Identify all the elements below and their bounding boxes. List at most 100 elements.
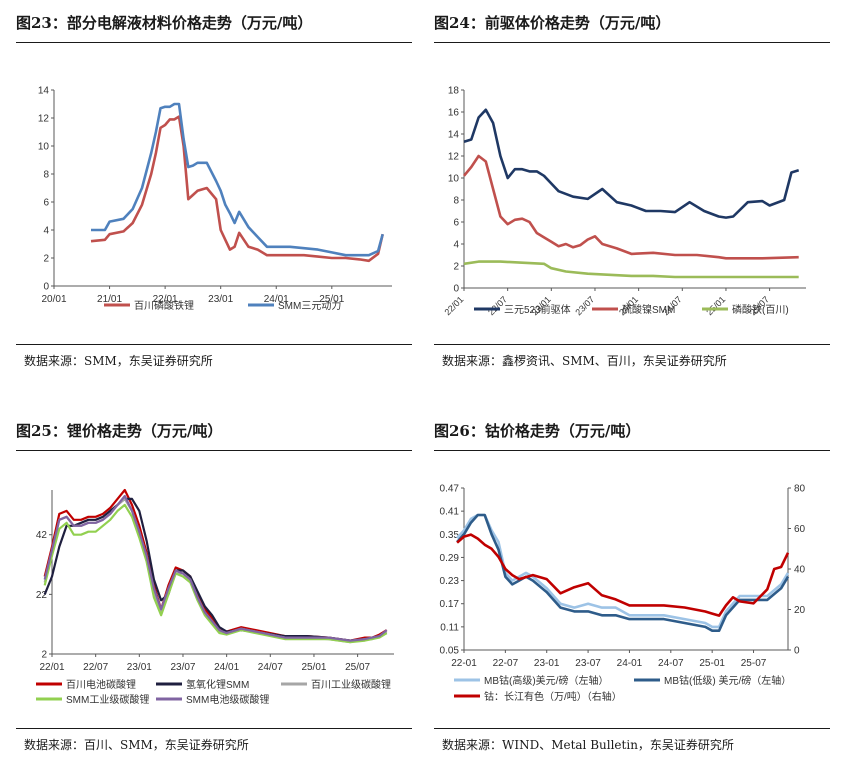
chart-title: 图23：部分电解液材料价格走势（万元/吨） xyxy=(16,14,313,32)
y-tick-label: 0.11 xyxy=(440,622,459,633)
x-tick-label: 24-01 xyxy=(617,658,643,669)
series-line-0 xyxy=(90,115,384,263)
x-tick-label: 23-01 xyxy=(534,658,560,669)
series-line-4 xyxy=(43,494,388,642)
y-tick-label: 42 xyxy=(36,530,48,541)
legend-label: 百川磷酸铁锂 xyxy=(134,299,194,312)
chart-title: 图24：前驱体价格走势（万元/吨） xyxy=(434,14,671,32)
y-tick-label: 16 xyxy=(448,108,460,119)
x-tick-label: 25/01 xyxy=(704,294,727,317)
x-tick-label: 24/01 xyxy=(264,294,289,305)
y-tick-label: 10 xyxy=(38,142,50,153)
x-tick-label: 23/07 xyxy=(573,294,596,317)
y-tick-label: 8 xyxy=(453,196,459,207)
y-tick-label: 12 xyxy=(448,152,460,163)
y-tick-label: 0.47 xyxy=(440,484,460,495)
legend-label: MB钴(高级)美元/磅（左轴） xyxy=(484,674,608,687)
y-tick-label: 0 xyxy=(43,282,49,293)
x-tick-label: 25-01 xyxy=(699,658,725,669)
legend-label: 氢氧化锂SMM xyxy=(186,678,249,691)
source-note: 数据来源：WIND、Metal Bulletin，东吴证券研究所 xyxy=(442,738,734,752)
title-divider xyxy=(434,42,830,43)
y-tick-label: 0.23 xyxy=(440,576,460,587)
x-tick-label: 23/01 xyxy=(208,294,233,305)
y2-tick-label: 60 xyxy=(794,524,806,535)
source-note: 数据来源：百川、SMM，东吴证券研究所 xyxy=(24,738,249,752)
chart-title: 图26：钴价格走势（万元/吨） xyxy=(434,422,641,440)
y-tick-label: 6 xyxy=(453,218,459,229)
y-tick-label: 2 xyxy=(453,262,459,273)
y-tick-label: 22 xyxy=(36,590,48,601)
y-tick-label: 0.17 xyxy=(440,599,460,610)
x-tick-label: 25/01 xyxy=(301,662,326,673)
x-tick-label: 23/01 xyxy=(127,662,152,673)
x-tick-label: 21/01 xyxy=(97,294,122,305)
legend-label: 磷酸铁(百川) xyxy=(732,303,789,316)
y-tick-label: 4 xyxy=(43,226,49,237)
series-line-1 xyxy=(43,497,388,642)
x-tick-label: 22-07 xyxy=(493,658,519,669)
legend-label: SMM三元动力 xyxy=(278,299,341,312)
panel-lithium: 图25：锂价格走势（万元/吨） 2 22 42 22/01 22/07 23/01 23/0… xyxy=(16,420,412,760)
source-divider xyxy=(434,728,830,729)
legend-label: MB钴(低级) 美元/磅（左轴） xyxy=(664,674,791,687)
y2-tick-label: 40 xyxy=(794,565,806,576)
source-note: 数据来源：鑫椤资讯、SMM、百川，东吴证券研究所 xyxy=(442,354,727,368)
x-tick-label: 23/07 xyxy=(170,662,195,673)
y2-tick-label: 80 xyxy=(794,484,806,495)
x-tick-label: 25/07 xyxy=(345,662,370,673)
series-line-3 xyxy=(43,503,388,644)
source-divider xyxy=(434,344,830,345)
x-tick-label: 22-01 xyxy=(451,658,477,669)
y-tick-label: 0.35 xyxy=(440,530,460,541)
legend-label: 三元523前驱体 xyxy=(504,303,571,316)
title-divider xyxy=(16,42,412,43)
legend-label: SMM工业级碳酸锂 xyxy=(66,693,149,706)
legend-label: SMM电池级碳酸锂 xyxy=(186,693,269,706)
x-tick-label: 24-07 xyxy=(658,658,684,669)
chart-electrolyte-materials: 0 2 4 6 8 10 12 14 20/01 21/01 22/01 23/01 24/01 25/0… xyxy=(38,86,392,312)
series-line-0 xyxy=(43,488,388,642)
y-tick-label: 12 xyxy=(38,114,50,125)
y-tick-label: 14 xyxy=(38,86,50,97)
series-line-2 xyxy=(463,260,799,279)
y-tick-label: 0.05 xyxy=(440,646,460,657)
chart-title: 图25：锂价格走势（万元/吨） xyxy=(16,422,223,440)
series-line-0 xyxy=(456,513,790,629)
y-tick-label: 0.41 xyxy=(440,507,460,518)
y-tick-label: 8 xyxy=(43,170,49,181)
legend-label: 百川工业级碳酸锂 xyxy=(311,678,391,691)
series-line-0 xyxy=(463,108,800,219)
title-divider xyxy=(434,450,830,451)
x-tick-label: 24/07 xyxy=(258,662,283,673)
source-note: 数据来源：SMM，东吴证券研究所 xyxy=(24,354,213,368)
y-tick-label: 0.29 xyxy=(440,553,460,564)
legend-label: 百川电池碳酸锂 xyxy=(66,678,136,691)
series-line-1 xyxy=(462,154,799,260)
y-tick-label: 10 xyxy=(448,174,460,185)
y-tick-label: 14 xyxy=(448,130,460,141)
y-tick-label: 4 xyxy=(453,240,459,251)
panel-cobalt: 图26：钴价格走势（万元/吨） 0.05 0.11 0.17 0.23 0.29 0.35… xyxy=(434,420,830,760)
chart-cobalt-prices: 0.05 0.11 0.17 0.23 0.29 0.35 0.41 0.47 0 20 40 60 8… xyxy=(440,484,806,704)
x-tick-label: 24/01 xyxy=(214,662,239,673)
x-tick-label: 25-07 xyxy=(741,658,767,669)
series-line-1 xyxy=(456,513,790,632)
x-tick-label: 22/01 xyxy=(153,294,178,305)
x-tick-label: 22/01 xyxy=(442,294,465,317)
y-tick-label: 0 xyxy=(453,284,459,295)
y-tick-label: 6 xyxy=(43,198,49,209)
y-tick-label: 18 xyxy=(448,86,460,97)
panel-precursor: 图24：前驱体价格走势（万元/吨） 0 2 4 6 8 10 12 14 16 18 22/01 22… xyxy=(434,12,830,372)
y2-tick-label: 20 xyxy=(794,605,806,616)
panel-lithium-materials: 图23：部分电解液材料价格走势（万元/吨） 0 2 4 6 8 10 12 14 20/01 21… xyxy=(16,12,412,372)
source-divider xyxy=(16,344,412,345)
series-line-1 xyxy=(91,102,384,257)
x-tick-label: 22/01 xyxy=(39,662,64,673)
x-tick-label: 25/01 xyxy=(319,294,344,305)
y-tick-label: 2 xyxy=(41,650,47,661)
x-tick-label: 22/07 xyxy=(83,662,108,673)
y2-tick-label: 0 xyxy=(794,646,800,657)
